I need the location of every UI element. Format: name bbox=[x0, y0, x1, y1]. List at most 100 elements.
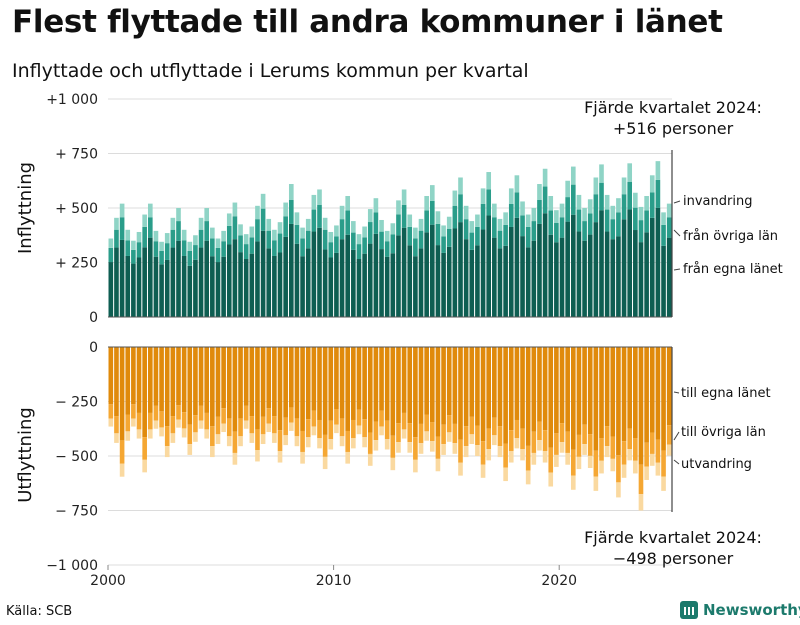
bar-out-emigration bbox=[153, 420, 159, 429]
bar-out-emigration bbox=[413, 459, 418, 473]
bar-in-local bbox=[497, 248, 503, 317]
bar-in-other bbox=[255, 219, 260, 242]
bar-out-emigration bbox=[119, 463, 125, 477]
bar-out-emigration bbox=[221, 423, 226, 433]
bar-out-emigration bbox=[266, 423, 272, 433]
bar-in-local bbox=[305, 248, 311, 317]
bar-in-immigration bbox=[508, 188, 514, 204]
bar-in-local bbox=[193, 259, 198, 317]
bar-out-other bbox=[554, 433, 559, 455]
bar-in-other bbox=[238, 235, 243, 253]
bar-in-local bbox=[238, 252, 243, 317]
bar-out-other bbox=[441, 424, 446, 445]
bar-in-local bbox=[272, 255, 277, 317]
bar-in-immigration bbox=[311, 194, 317, 210]
bar-out-local bbox=[503, 347, 508, 444]
bar-out-local bbox=[661, 347, 666, 451]
bar-out-local bbox=[277, 347, 283, 431]
bar-in-immigration bbox=[193, 235, 198, 246]
bar-in-immigration bbox=[142, 214, 147, 227]
bar-in-immigration bbox=[661, 212, 666, 225]
bar-in-immigration bbox=[638, 206, 644, 221]
bar-out-local bbox=[542, 347, 548, 431]
bar-out-local bbox=[339, 347, 345, 419]
bar-out-other bbox=[373, 421, 379, 441]
bar-out-local bbox=[283, 347, 288, 418]
bar-out-emigration bbox=[604, 446, 610, 458]
bar-in-other bbox=[226, 225, 232, 245]
bar-out-local bbox=[452, 347, 458, 424]
bar-in-local bbox=[125, 255, 131, 317]
bar-in-immigration bbox=[452, 190, 458, 206]
bar-out-local bbox=[153, 347, 159, 406]
bar-out-other bbox=[486, 428, 492, 450]
bar-out-emigration bbox=[356, 425, 362, 435]
bar-in-immigration bbox=[413, 227, 418, 239]
bar-in-other bbox=[441, 236, 446, 253]
bar-out-other bbox=[266, 408, 272, 424]
bar-out-local bbox=[232, 347, 238, 432]
bar-out-other bbox=[334, 408, 339, 425]
bar-in-other bbox=[633, 207, 638, 231]
bar-out-local bbox=[582, 347, 587, 425]
bar-in-local bbox=[616, 236, 621, 317]
bar-in-local bbox=[249, 253, 255, 317]
bar-in-local bbox=[418, 248, 424, 317]
bar-in-local bbox=[114, 247, 119, 317]
bar-out-local bbox=[537, 347, 542, 422]
bar-out-emigration bbox=[114, 433, 119, 443]
bar-in-immigration bbox=[136, 231, 142, 243]
bar-out-other bbox=[463, 426, 469, 447]
bar-out-other bbox=[565, 431, 570, 453]
bar-out-local bbox=[644, 347, 649, 443]
bar-out-other bbox=[294, 418, 300, 437]
bar-out-other bbox=[125, 414, 131, 432]
bar-in-immigration bbox=[328, 231, 334, 243]
bar-in-immigration bbox=[232, 202, 238, 217]
bar-in-other bbox=[666, 217, 672, 238]
bar-out-emigration bbox=[469, 434, 475, 445]
bar-in-immigration bbox=[401, 189, 407, 205]
bar-out-emigration bbox=[362, 437, 367, 448]
chart-title: Flest flyttade till andra kommuner i län… bbox=[12, 4, 723, 40]
bar-out-other bbox=[401, 412, 407, 430]
bar-out-local bbox=[576, 347, 582, 435]
bar-in-other bbox=[232, 216, 238, 240]
bar-out-emigration bbox=[666, 444, 672, 456]
annotation-in-line1: Fjärde kvartalet 2024: bbox=[584, 98, 762, 117]
bar-out-emigration bbox=[559, 442, 565, 453]
bar-out-emigration bbox=[525, 470, 531, 485]
bar-in-other bbox=[108, 247, 114, 263]
pointer bbox=[673, 431, 680, 441]
bar-out-other bbox=[351, 419, 356, 439]
bar-in-local bbox=[159, 264, 164, 317]
bar-in-immigration bbox=[604, 194, 610, 210]
bar-out-other bbox=[277, 430, 283, 451]
bar-in-local bbox=[542, 213, 548, 317]
bar-out-emigration bbox=[345, 451, 351, 464]
bar-in-immigration bbox=[255, 205, 260, 220]
bar-in-other bbox=[401, 204, 407, 228]
bar-out-local bbox=[446, 347, 452, 416]
bar-out-local bbox=[638, 347, 644, 465]
bar-out-emigration bbox=[593, 476, 599, 491]
bar-in-local bbox=[215, 262, 221, 317]
bar-out-other bbox=[582, 424, 587, 445]
bar-in-other bbox=[294, 224, 300, 244]
bar-out-emigration bbox=[288, 422, 294, 431]
bar-in-other bbox=[520, 215, 525, 237]
bar-out-other bbox=[661, 450, 666, 477]
bar-out-other bbox=[655, 439, 661, 463]
brand-logo[interactable]: Newsworthy bbox=[680, 601, 800, 619]
bar-out-local bbox=[655, 347, 661, 440]
bar-in-other bbox=[508, 203, 514, 227]
bar-in-local bbox=[187, 265, 193, 317]
bar-out-emigration bbox=[272, 433, 277, 443]
bar-out-local bbox=[311, 347, 317, 411]
bar-in-other bbox=[514, 192, 520, 218]
bar-out-emigration bbox=[503, 467, 508, 482]
bar-in-local bbox=[379, 249, 384, 317]
bar-out-emigration bbox=[300, 451, 305, 464]
bar-out-local bbox=[305, 347, 311, 420]
bar-out-other bbox=[644, 442, 649, 467]
